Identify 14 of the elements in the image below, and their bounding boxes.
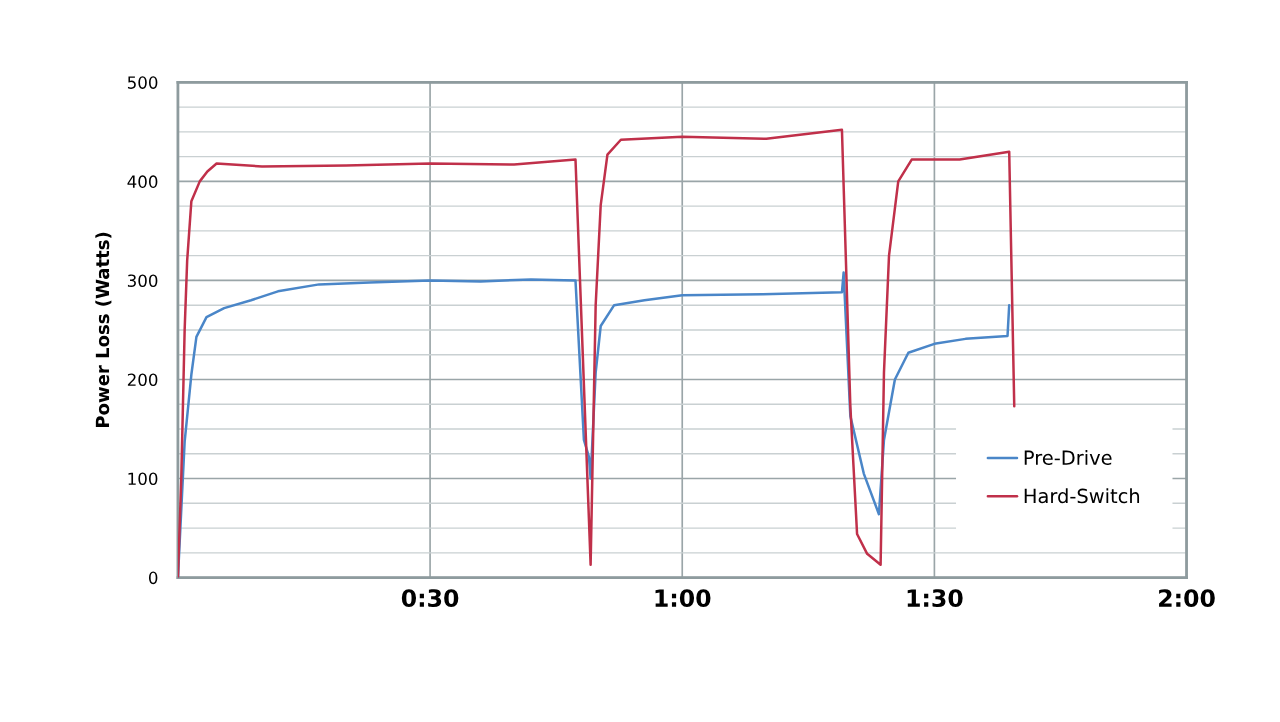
y-tick-label: 0 bbox=[148, 571, 158, 585]
y-axis-title: Power Loss (Watts) bbox=[95, 232, 112, 427]
x-tick-label: 0:30 bbox=[401, 589, 459, 607]
x-tick-label: 1:30 bbox=[907, 589, 963, 607]
legend-label: Pre-Drive bbox=[1024, 449, 1112, 466]
x-tick-label: 1:00 bbox=[655, 589, 711, 607]
y-tick-label: 400 bbox=[127, 175, 158, 188]
legend-label: Hard-Switch bbox=[1024, 488, 1140, 504]
line-series bbox=[177, 128, 1016, 578]
x-tick-label: 2:00 bbox=[1159, 589, 1215, 607]
y-tick-label: 300 bbox=[127, 274, 158, 287]
y-tick-label: 100 bbox=[128, 472, 158, 486]
y-tick-label: 500 bbox=[127, 76, 158, 89]
y-tick-label: 200 bbox=[127, 373, 158, 387]
